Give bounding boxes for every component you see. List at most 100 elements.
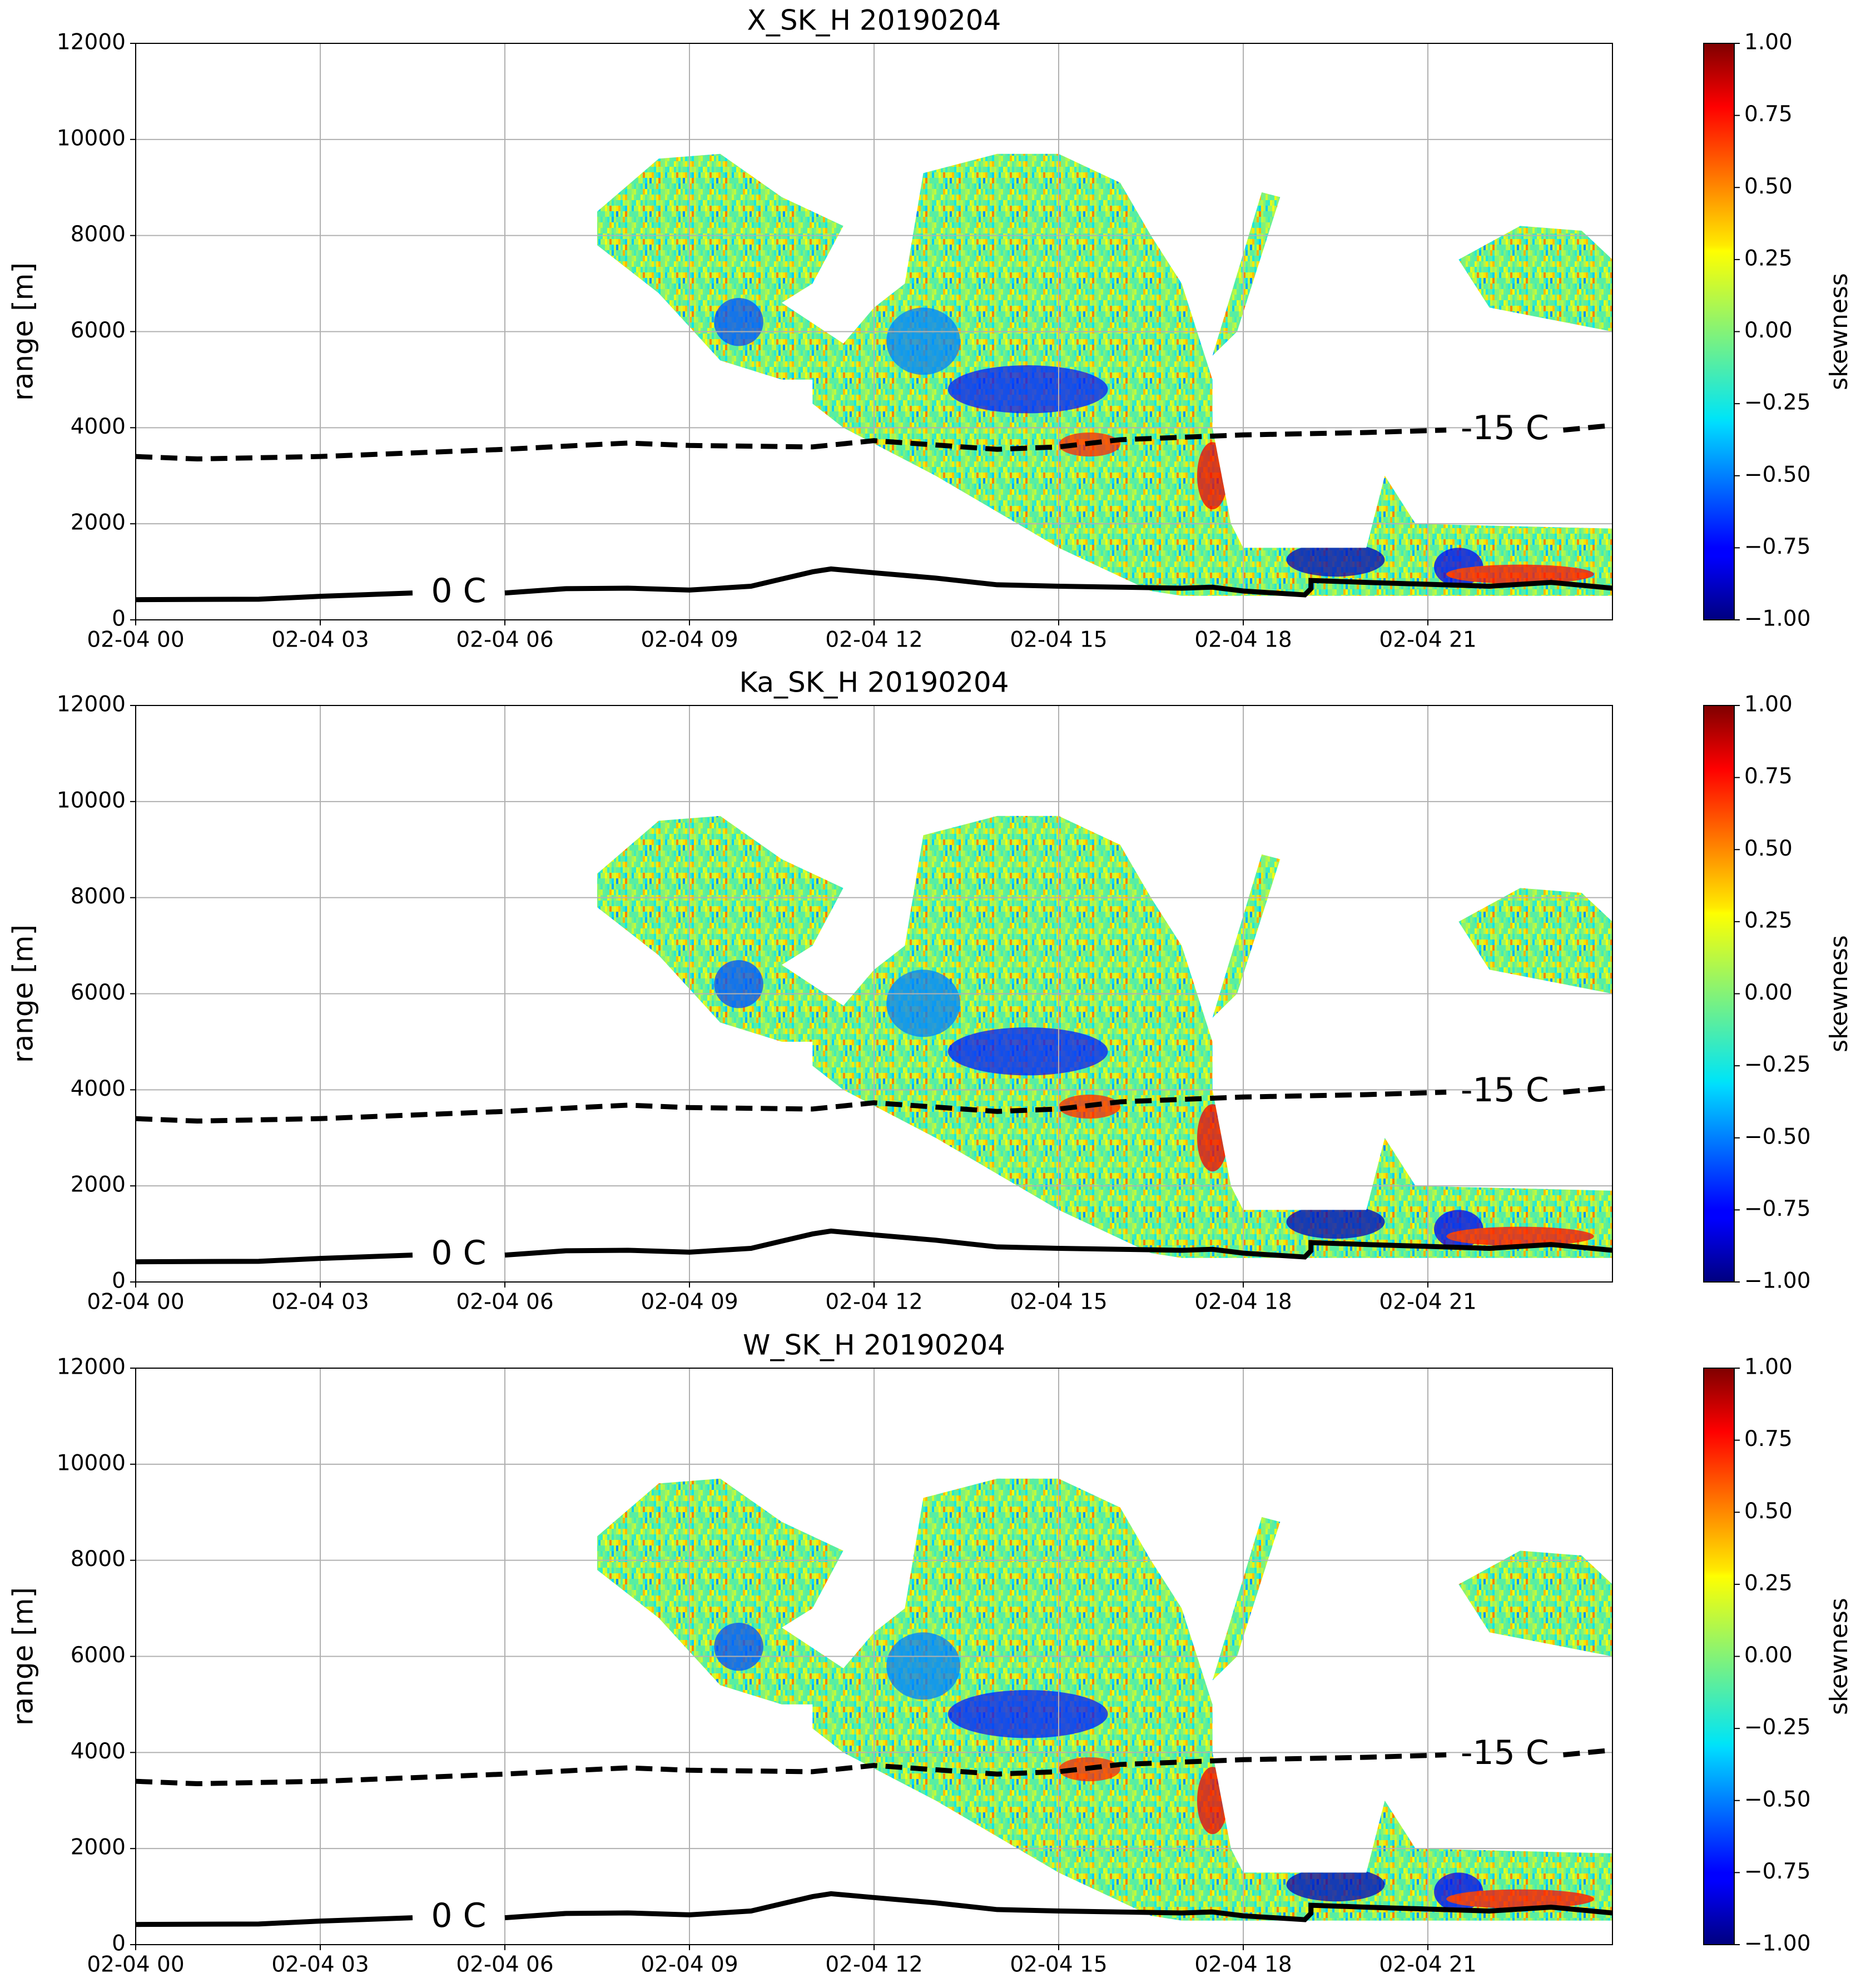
isotherm-line <box>136 1747 1612 1787</box>
echo-feature <box>886 970 960 1037</box>
colorbar <box>1703 705 1735 1283</box>
echo-feature <box>714 1623 763 1671</box>
colorbar-label: skewness <box>1825 1598 1853 1715</box>
x-tick-label: 02-04 06 <box>456 1952 553 1977</box>
plot-frame <box>135 43 1613 620</box>
isotherm-label: 0 C <box>431 571 486 610</box>
echo-region <box>1458 1550 1612 1657</box>
radar-field <box>597 153 1612 596</box>
x-tick-label: 02-04 03 <box>271 1952 369 1977</box>
colorbar-tick-label: −1.00 <box>1744 1269 1811 1294</box>
y-tick-label: 0 <box>112 1269 126 1294</box>
x-tick-label: 02-04 00 <box>87 628 184 653</box>
colorbar-tick-label: 0.75 <box>1744 764 1793 789</box>
isotherm-label: 0 C <box>431 1234 486 1273</box>
echo-feature <box>714 298 763 346</box>
x-tick-label: 02-04 21 <box>1379 1952 1476 1977</box>
y-tick-label: 6000 <box>71 318 126 343</box>
x-tick-label: 02-04 03 <box>271 1290 369 1315</box>
isotherm-line <box>136 1228 1612 1265</box>
y-tick-label: 12000 <box>57 692 126 717</box>
y-tick-label: 10000 <box>57 1450 126 1475</box>
plot-frame <box>135 705 1613 1283</box>
y-axis-label: range [m] <box>7 262 39 401</box>
colorbar-tick-label: −0.25 <box>1744 1715 1811 1740</box>
echo-feature <box>1197 1767 1228 1835</box>
y-tick-label: 12000 <box>57 1355 126 1380</box>
x-tick-label: 02-04 09 <box>641 1952 738 1977</box>
colorbar-tick-label: 0.00 <box>1744 318 1793 343</box>
y-tick-label: 4000 <box>71 1739 126 1764</box>
echo-feature <box>714 960 763 1008</box>
colorbar-tick-label: 1.00 <box>1744 30 1793 55</box>
x-tick-label: 02-04 15 <box>1010 1952 1107 1977</box>
x-tick-label: 02-04 12 <box>825 1952 922 1977</box>
echo-feature <box>1197 442 1228 510</box>
echo-feature <box>886 307 960 375</box>
colorbar-tick-label: −0.25 <box>1744 1052 1811 1077</box>
y-tick-label: 4000 <box>71 1076 126 1101</box>
echo-feature <box>1286 543 1385 577</box>
echo-feature <box>1286 1867 1385 1902</box>
echo-region <box>597 1478 862 1704</box>
echo-feature <box>1286 1205 1385 1239</box>
y-tick-label: 0 <box>112 1931 126 1956</box>
colorbar-tick-label: 0.50 <box>1744 836 1793 861</box>
y-tick-label: 2000 <box>71 1835 126 1860</box>
x-tick-label: 02-04 15 <box>1010 628 1107 653</box>
isotherm-label: -15 C <box>1461 409 1549 448</box>
y-axis-label: range [m] <box>7 1587 39 1726</box>
x-tick-label: 02-04 12 <box>825 628 922 653</box>
x-tick-label: 02-04 00 <box>87 1290 184 1315</box>
isotherm-label: 0 C <box>431 1896 486 1935</box>
isotherm-line <box>136 566 1612 603</box>
colorbar-tick-label: 0.25 <box>1744 1570 1793 1596</box>
x-tick-label: 02-04 00 <box>87 1952 184 1977</box>
colorbar-tick-label: −0.75 <box>1744 1859 1811 1884</box>
colorbar-tick-label: 0.50 <box>1744 174 1793 199</box>
colorbar-tick-label: 0.75 <box>1744 102 1793 127</box>
y-tick-label: 10000 <box>57 788 126 813</box>
y-axis-label: range [m] <box>7 925 39 1063</box>
echo-features <box>714 960 1594 1249</box>
colorbar-tick-label: −1.00 <box>1744 1931 1811 1956</box>
colorbar <box>1703 43 1735 620</box>
y-tick-label: 10000 <box>57 126 126 151</box>
y-tick-label: 12000 <box>57 30 126 55</box>
echo-feature <box>947 365 1108 414</box>
x-tick-label: 02-04 21 <box>1379 1290 1476 1315</box>
y-tick-label: 2000 <box>71 510 126 535</box>
x-tick-label: 02-04 15 <box>1010 1290 1107 1315</box>
y-tick-label: 6000 <box>71 1643 126 1668</box>
colorbar <box>1703 1368 1735 1945</box>
colorbar-tick-label: 0.00 <box>1744 1643 1793 1668</box>
echo-region <box>1212 854 1281 1018</box>
isotherm-line <box>136 1085 1612 1124</box>
colorbar-tick-label: −0.75 <box>1744 1196 1811 1221</box>
y-tick-label: 4000 <box>71 414 126 439</box>
y-tick-label: 0 <box>112 607 126 632</box>
echo-feature <box>1446 1889 1594 1909</box>
x-tick-label: 02-04 18 <box>1194 1290 1292 1315</box>
colorbar-tick-label: 0.00 <box>1744 980 1793 1005</box>
colorbar-tick-label: 0.50 <box>1744 1499 1793 1524</box>
x-tick-label: 02-04 09 <box>641 1290 738 1315</box>
radar-field <box>597 1478 1612 1921</box>
colorbar-tick-label: −0.50 <box>1744 1787 1811 1812</box>
colorbar-tick-label: 0.25 <box>1744 908 1793 933</box>
chart-title: X_SK_H 20190204 <box>747 4 1001 37</box>
y-tick-label: 8000 <box>71 884 126 909</box>
x-tick-label: 02-04 03 <box>271 628 369 653</box>
echo-region <box>1212 192 1281 356</box>
echo-region <box>812 1478 1612 1921</box>
x-tick-label: 02-04 18 <box>1194 1952 1292 1977</box>
isotherm-label: -15 C <box>1461 1071 1549 1110</box>
colorbar-tick-label: 1.00 <box>1744 692 1793 717</box>
x-tick-label: 02-04 06 <box>456 1290 553 1315</box>
isotherm-line <box>136 423 1612 462</box>
echo-region <box>812 153 1612 596</box>
colorbar-label: skewness <box>1825 273 1853 390</box>
echo-feature <box>947 1027 1108 1076</box>
colorbar-tick-label: −1.00 <box>1744 607 1811 632</box>
